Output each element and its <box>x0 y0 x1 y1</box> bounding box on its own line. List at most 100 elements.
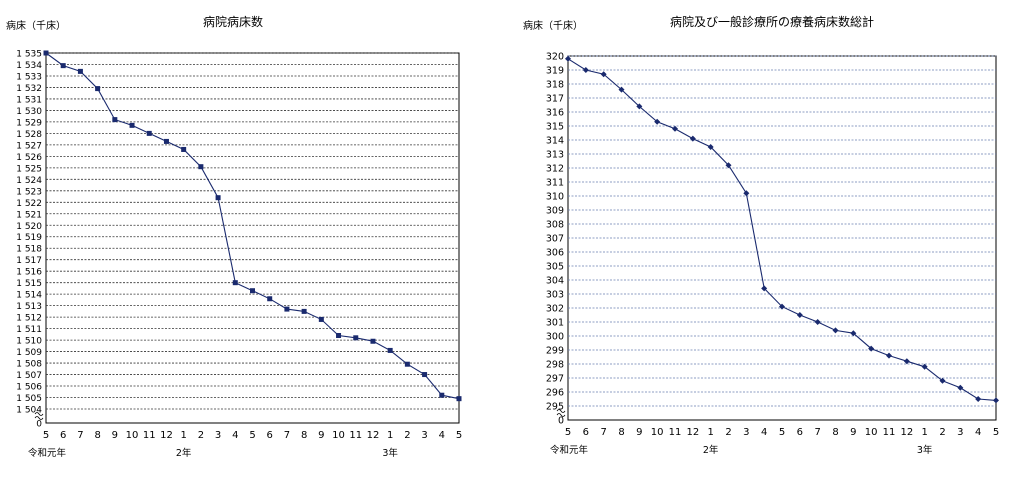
y-unit-label: 病床（千床） <box>523 21 583 32</box>
x-tick-label: 7 <box>284 430 290 441</box>
y-tick-label-zero: 0 <box>558 416 564 427</box>
data-point <box>146 130 152 136</box>
data-point <box>886 352 892 359</box>
era-label: 2年 <box>176 447 192 459</box>
y-tick-label: 1 506 <box>16 383 42 393</box>
y-tick-label: 1 528 <box>16 130 42 140</box>
data-point <box>868 345 875 352</box>
y-tick-label: 296 <box>546 388 564 399</box>
x-tick-label: 2 <box>725 427 731 438</box>
y-tick-label: 1 533 <box>16 72 42 82</box>
x-tick-label: 1 <box>707 427 713 438</box>
data-point <box>456 396 462 402</box>
x-tick-label: 2 <box>198 430 204 441</box>
y-tick-label: 1 525 <box>16 164 42 174</box>
x-tick-label: 4 <box>761 427 767 438</box>
x-tick-label: 10 <box>126 430 139 441</box>
chart-title: 病院病床数 <box>203 15 264 29</box>
data-point <box>60 63 66 69</box>
y-tick-label: 315 <box>546 122 564 133</box>
y-tick-label: 1 509 <box>16 348 42 358</box>
y-tick-label: 314 <box>546 136 564 147</box>
y-tick-label: 312 <box>546 164 564 175</box>
x-tick-label: 6 <box>60 430 66 441</box>
y-tick-label-zero: 0 <box>36 420 42 430</box>
data-point <box>387 347 393 353</box>
y-tick-label: 301 <box>546 318 564 329</box>
x-tick-label: 12 <box>160 430 173 441</box>
data-point <box>850 330 857 337</box>
y-tick-label: 305 <box>546 262 564 273</box>
data-point <box>796 312 803 318</box>
y-tick-label: 299 <box>546 346 564 357</box>
x-tick-label: 3 <box>743 427 749 438</box>
data-point <box>181 146 187 152</box>
x-tick-label: 11 <box>143 430 156 441</box>
data-point <box>267 296 273 302</box>
data-point <box>761 285 768 292</box>
x-tick-label: 5 <box>43 430 49 441</box>
x-tick-label: 8 <box>301 430 307 441</box>
x-tick-label: 9 <box>850 427 856 438</box>
x-tick-label: 10 <box>865 427 878 438</box>
data-point <box>832 327 839 334</box>
data-point <box>284 306 290 312</box>
data-point <box>250 288 255 294</box>
x-tick-label: 12 <box>900 427 913 438</box>
y-tick-label: 1 515 <box>16 279 42 289</box>
y-tick-label: 1 512 <box>16 314 42 324</box>
data-point <box>672 125 678 132</box>
y-tick-label: 1 514 <box>16 291 42 301</box>
series-line <box>45 52 460 400</box>
data-point <box>370 338 376 344</box>
x-tick-label: 5 <box>249 430 255 441</box>
era-label: 令和元年 <box>550 444 589 456</box>
x-tick-label: 1 <box>387 430 393 441</box>
data-point <box>232 280 238 286</box>
chart-hospital-beds: 病床（千床） 病院病床数 1 535 1 534 1 533 1 532 1 531 1 … <box>0 0 500 479</box>
data-point <box>707 144 714 150</box>
y-tick-label: 1 508 <box>16 360 42 370</box>
y-tick-label: 307 <box>546 234 564 245</box>
y-tick-label: 1 510 <box>16 337 42 347</box>
y-tick-label: 1 532 <box>16 84 42 94</box>
y-tick-label: 310 <box>546 192 564 203</box>
y-tick-label: 1 505 <box>16 394 42 404</box>
y-unit-label: 病床（千床） <box>6 21 66 32</box>
data-point <box>957 384 964 391</box>
data-point <box>129 122 135 128</box>
chart-svg: 3203193183173163153143133123113103093083… <box>546 52 999 457</box>
x-tick-label: 3 <box>421 430 427 441</box>
data-point <box>301 308 307 314</box>
y-tick-label: 1 513 <box>16 302 42 312</box>
data-point <box>921 363 928 370</box>
y-tick-label: 1 526 <box>16 153 42 163</box>
x-tick-label: 9 <box>636 427 642 438</box>
data-point <box>77 68 83 74</box>
y-tick-label: 295 <box>546 402 564 413</box>
era-label: 3年 <box>917 444 933 456</box>
y-tick-label: 320 <box>546 52 564 63</box>
y-tick-label: 1 507 <box>16 371 42 381</box>
y-tick-label: 1 531 <box>16 95 42 105</box>
y-tick-label: 1 524 <box>16 176 42 186</box>
x-tick-label: 7 <box>814 427 820 438</box>
x-tick-label: 6 <box>583 427 589 438</box>
x-tick-label: 1 <box>921 427 927 438</box>
series-line <box>567 58 997 401</box>
x-tick-label: 3 <box>957 427 963 438</box>
data-point <box>636 103 643 110</box>
axis-break-mark <box>556 409 566 417</box>
data-point <box>725 162 732 169</box>
data-point <box>779 303 785 310</box>
x-tick-label: 12 <box>686 427 699 438</box>
x-tick-label: 7 <box>600 427 606 438</box>
y-tick-label: 1 517 <box>16 256 42 266</box>
data-point <box>565 55 571 62</box>
data-point <box>654 118 661 125</box>
y-tick-label: 1 535 <box>16 50 42 60</box>
x-tick-label: 5 <box>565 427 571 438</box>
data-point <box>939 377 946 384</box>
x-tick-label: 6 <box>267 430 273 441</box>
y-tick-label: 1 527 <box>16 141 42 151</box>
